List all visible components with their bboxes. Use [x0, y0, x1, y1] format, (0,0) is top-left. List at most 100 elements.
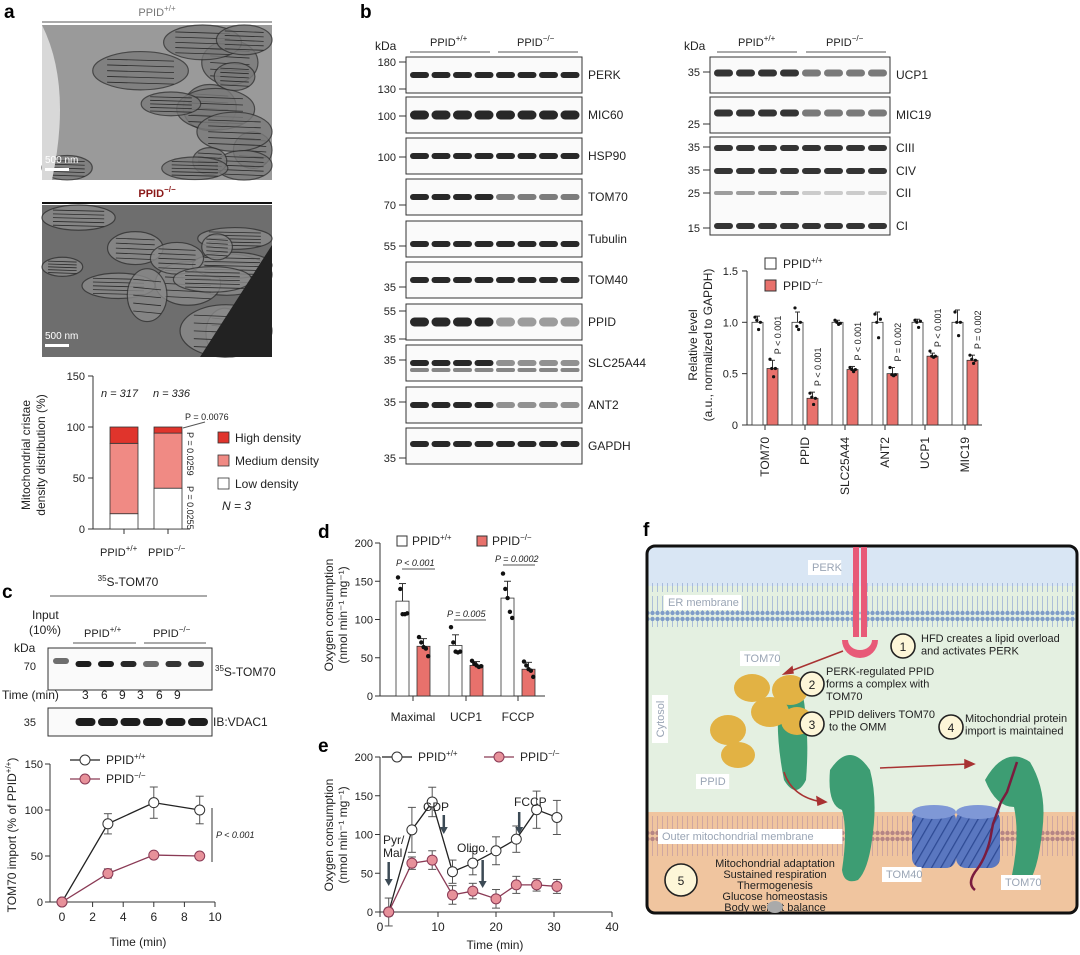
blot-band: [474, 441, 494, 447]
blot-band: [560, 441, 580, 447]
blot-band: [496, 277, 515, 283]
data-point: [853, 367, 858, 372]
blot-band: [453, 441, 472, 447]
y-tick-label: 150: [25, 759, 43, 771]
em-title-wt: PPID+/+: [138, 4, 176, 19]
scale-bar-label: 500 nm: [45, 155, 78, 166]
data-point: [56, 896, 68, 908]
bar: [831, 321, 844, 426]
kda-label: kDa: [375, 39, 397, 53]
blot-band: [714, 168, 733, 174]
data-point: [873, 312, 877, 316]
bar: [521, 668, 536, 697]
data-point: [148, 797, 160, 809]
annotation-label: Mal: [383, 846, 402, 860]
time-value: 9: [174, 688, 181, 702]
blot-band: [539, 402, 558, 408]
blot-protein-label: TOM70: [588, 190, 628, 204]
y-tick-label: 150: [67, 371, 85, 383]
legend-marker: [493, 751, 505, 763]
step-number-badge: [799, 711, 825, 737]
genotype-base: PPID: [84, 628, 110, 640]
blot-band: [98, 718, 118, 726]
crista: [185, 278, 240, 282]
genotype-sup: +/+: [811, 256, 823, 265]
blot-band: [431, 277, 451, 283]
data-point: [448, 624, 454, 630]
y-tick-label: 200: [355, 752, 373, 764]
lane-group-label: PPID+/+: [738, 34, 776, 49]
time-value: 9: [119, 688, 126, 702]
x-tick-label: 40: [605, 920, 619, 934]
blot-band: [714, 223, 733, 229]
data-point: [808, 391, 812, 395]
step-text: and activates PERK: [921, 646, 1019, 658]
blot-band: [474, 368, 494, 372]
blot-band: [410, 402, 429, 408]
x-axis-label: Time (min): [467, 938, 524, 952]
tom70-label: TOM70: [744, 653, 780, 665]
x-tick-label: ANT2: [878, 437, 892, 468]
blot-band: [453, 368, 472, 372]
genotype-sup: −/−: [811, 278, 823, 287]
arrowhead: [515, 827, 524, 834]
blot-band: [714, 191, 733, 195]
precursor-protein-icon: [969, 761, 1019, 891]
kda-label: kDa: [14, 641, 36, 655]
blot-band: [75, 718, 96, 726]
schematic-labels: PERK ER membrane TOM70 PPID Outer mitochondr…: [652, 560, 1067, 914]
y-tick-label: 0: [37, 897, 43, 909]
label-background: [652, 695, 668, 743]
y-tick-label: 50: [361, 653, 373, 665]
perk-protein-icon: [842, 547, 878, 658]
data-point: [551, 880, 563, 892]
crista: [204, 260, 261, 264]
blot-protein-label: Tubulin: [588, 232, 627, 246]
data-point: [933, 354, 938, 358]
genotype-base: PPID: [148, 547, 174, 559]
blot-band: [868, 191, 887, 195]
blot-protein-label: PPID: [588, 315, 616, 329]
blot-band: [474, 277, 494, 283]
time-value: 6: [156, 688, 163, 702]
crista: [220, 67, 249, 70]
blot-band: [802, 168, 821, 174]
p-value: P = 0.002: [893, 323, 903, 362]
genotype-base: PPID: [826, 37, 852, 49]
blot-band: [539, 317, 558, 327]
crista: [224, 48, 264, 51]
tom40-channel-icon: [912, 805, 1000, 868]
blot-band: [496, 368, 515, 372]
p-value: P = 0.002: [973, 311, 983, 350]
annotation-label: Oligo.: [457, 841, 488, 855]
crista: [52, 221, 105, 224]
data-point: [426, 654, 431, 659]
molecular-weight-marker: 70: [384, 200, 396, 212]
y-axis-label: density distribution (%): [34, 394, 48, 515]
blot-band: [517, 277, 537, 283]
crista: [49, 170, 85, 174]
genotype-sup: −/−: [520, 533, 532, 542]
label-background: [658, 829, 843, 844]
blot-band: [474, 110, 494, 120]
blot-protein-label: CI: [896, 219, 908, 233]
arrowhead: [384, 879, 393, 886]
data-point: [772, 375, 776, 379]
crista: [224, 156, 264, 159]
data-point: [490, 845, 502, 857]
blot-band: [824, 168, 843, 174]
legend-swatch: [396, 535, 408, 547]
x-axis-label: Time (min): [110, 935, 167, 949]
blot-band: [165, 718, 186, 726]
blot-band: [780, 168, 799, 174]
n-total-label: N = 3: [222, 499, 251, 513]
molecular-weight-marker: 55: [384, 306, 396, 318]
series-line: [61, 854, 200, 903]
crista: [133, 286, 162, 291]
blot-band: [560, 72, 580, 78]
data-point: [467, 857, 479, 869]
time-value: 3: [82, 688, 89, 702]
assay-title-base: S-TOM70: [107, 575, 159, 589]
legend-label: PPID+/+: [106, 752, 146, 767]
blot-protein-label: TOM40: [588, 273, 628, 287]
